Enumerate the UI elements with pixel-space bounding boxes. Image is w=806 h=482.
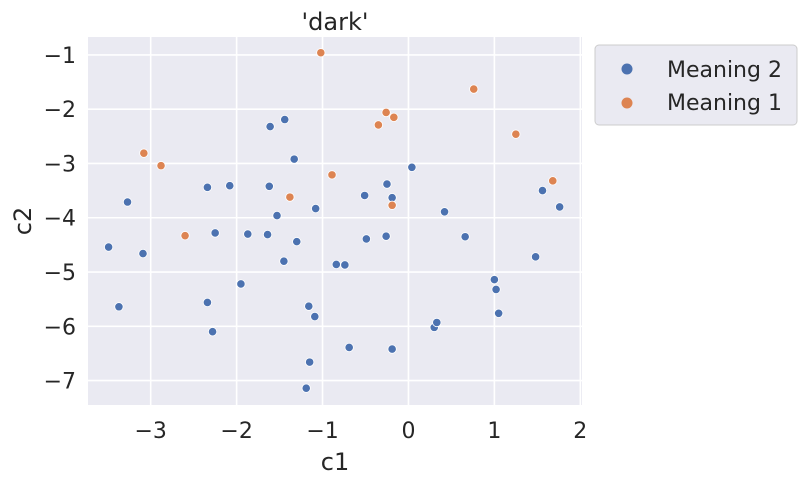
data-point (279, 256, 289, 266)
data-point (382, 179, 392, 189)
y-tick-label: −6 (44, 315, 76, 340)
x-tick-label: 1 (487, 419, 501, 444)
data-point (272, 210, 282, 221)
data-point (387, 193, 397, 203)
data-point (381, 231, 391, 241)
data-point (289, 154, 299, 164)
data-point (360, 190, 370, 201)
data-point (207, 327, 218, 337)
grid-lines (88, 37, 582, 405)
x-tick-label: −3 (134, 419, 166, 444)
legend-marker-meaning-1 (621, 97, 633, 109)
data-points (104, 48, 565, 393)
legend-frame (594, 44, 798, 126)
x-tick-labels: −3 −2 −1 0 1 2 (134, 419, 587, 444)
data-point (202, 182, 213, 192)
data-point (304, 301, 314, 311)
data-point (138, 248, 148, 259)
data-point (407, 162, 417, 172)
data-point (389, 112, 399, 122)
data-point (104, 242, 114, 252)
y-tick-label: −5 (44, 261, 76, 286)
data-point (122, 197, 133, 207)
y-tick-label: −7 (44, 370, 76, 395)
y-tick-label: −4 (44, 207, 76, 232)
data-point (180, 231, 190, 241)
data-point (340, 260, 350, 270)
data-point (331, 259, 341, 270)
chart-title: 'dark' (302, 8, 369, 36)
data-point (225, 181, 235, 191)
data-point (310, 311, 320, 322)
legend-marker-meaning-2 (621, 63, 633, 75)
data-point (381, 107, 391, 118)
data-point (494, 308, 504, 318)
data-point (316, 48, 326, 58)
data-point (531, 252, 541, 262)
data-point (555, 202, 565, 212)
y-axis-label: c2 (9, 207, 37, 235)
x-tick-label: −1 (306, 419, 338, 444)
data-point (285, 192, 295, 202)
data-point (264, 181, 274, 191)
x-tick-label: −2 (220, 419, 252, 444)
plot-background (88, 37, 582, 405)
data-point (469, 84, 479, 94)
y-tick-label: −3 (44, 152, 76, 177)
data-point (491, 284, 501, 294)
data-point (432, 317, 442, 328)
data-point (311, 203, 321, 214)
data-point (387, 200, 397, 210)
data-point (305, 357, 315, 367)
data-point (387, 344, 397, 354)
data-point (236, 279, 246, 289)
data-point (139, 148, 149, 158)
legend-label-meaning-1: Meaning 1 (667, 91, 782, 116)
data-point (548, 176, 558, 186)
legend: Meaning 2 Meaning 1 (594, 44, 798, 126)
data-point (114, 302, 124, 312)
data-point (537, 186, 548, 196)
data-point (460, 232, 470, 242)
data-point (301, 383, 311, 393)
data-point (511, 129, 521, 139)
y-tick-labels: −1 −2 −3 −4 −5 −6 −7 (44, 44, 76, 395)
x-tick-label: 2 (573, 419, 587, 444)
x-axis-label: c1 (321, 448, 349, 476)
legend-label-meaning-2: Meaning 2 (667, 58, 782, 83)
data-point (262, 229, 273, 240)
data-point (202, 297, 213, 308)
data-point (243, 229, 253, 239)
data-point (292, 237, 302, 247)
data-point (344, 342, 354, 353)
y-tick-label: −1 (44, 44, 76, 69)
data-point (361, 234, 371, 244)
y-tick-label: −2 (44, 98, 76, 123)
data-point (373, 120, 383, 130)
data-point (210, 228, 220, 238)
data-point (327, 170, 337, 180)
data-point (280, 114, 290, 125)
x-tick-label: 0 (401, 419, 415, 444)
data-point (265, 121, 275, 132)
data-point (156, 161, 166, 171)
data-point (489, 275, 499, 285)
data-point (439, 207, 450, 217)
